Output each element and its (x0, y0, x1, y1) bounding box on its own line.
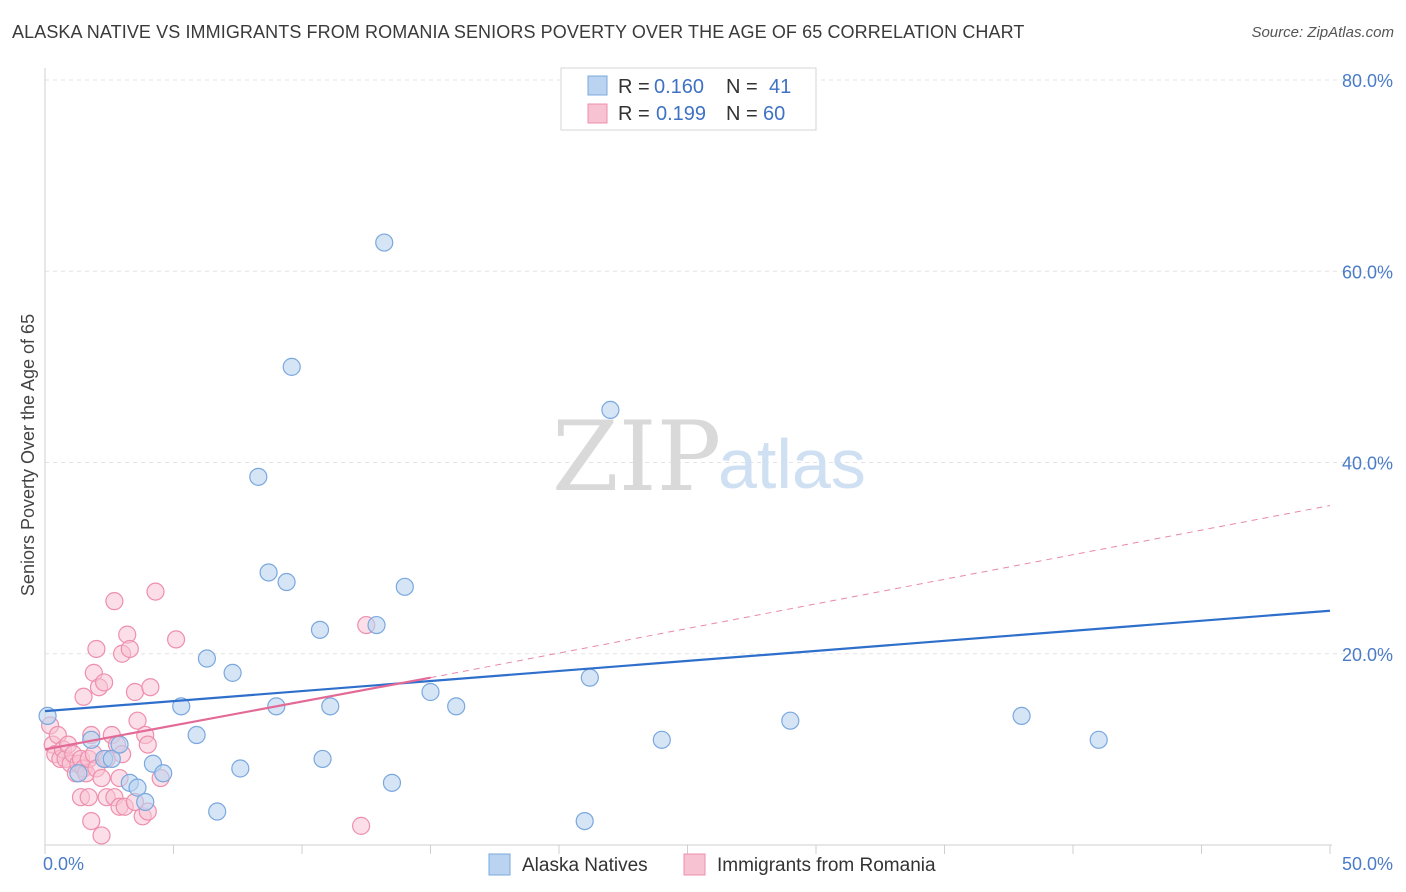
point-alaska-natives (197, 649, 217, 668)
point-alaska-natives (231, 759, 250, 778)
legend-n-value-2: 60 (763, 103, 785, 125)
point-alaska-natives (395, 577, 414, 596)
point-alaska-natives (172, 697, 191, 716)
point-alaska-natives (367, 615, 386, 635)
point-immigrants-from-romania (352, 816, 371, 835)
point-alaska-natives (313, 749, 332, 769)
point-alaska-natives (282, 357, 301, 376)
point-immigrants-from-romania (138, 735, 157, 754)
legend-n-value-1: 41 (769, 76, 791, 98)
point-alaska-natives (382, 773, 402, 792)
point-immigrants-from-romania (120, 639, 139, 659)
legend-swatch-pink (587, 103, 608, 124)
point-alaska-natives (781, 711, 800, 730)
legend-r-value-2: 0.199 (656, 103, 706, 125)
x-tick-labels: 0.0% 50.0% (43, 854, 1393, 874)
point-immigrants-from-romania (79, 788, 98, 807)
y-tick-label-40: 40.0% (1342, 454, 1393, 474)
legend-n-label-2: N = (726, 103, 758, 125)
legend-r-label-1: R = (618, 76, 650, 98)
y-tick-label-80: 80.0% (1342, 71, 1393, 91)
point-alaska-natives (447, 697, 466, 716)
legend-r-label-2: R = (618, 103, 650, 125)
point-immigrants-from-romania (166, 630, 186, 649)
point-alaska-natives (375, 233, 394, 252)
point-alaska-natives (601, 400, 620, 420)
y-axis-title: Seniors Poverty Over the Age of 65 (18, 314, 38, 596)
point-alaska-natives (128, 778, 147, 797)
series-legend-label-immigrants-from-romania: Immigrants from Romania (717, 855, 936, 876)
point-alaska-natives (154, 764, 173, 783)
x-tick-label-50: 50.0% (1342, 854, 1393, 874)
watermark: ZIP atlas (552, 401, 866, 513)
correlation-legend: R = 0.160 N = 41 R = 0.199 N = 60 (560, 67, 817, 131)
point-immigrants-from-romania (92, 826, 111, 845)
y-tick-labels: 20.0% 40.0% 60.0% 80.0% (1342, 71, 1393, 665)
point-alaska-natives (102, 749, 121, 769)
point-alaska-natives (136, 792, 155, 812)
point-immigrants-from-romania (141, 678, 160, 697)
point-immigrants-from-romania (95, 673, 114, 692)
series-legend-swatch-pink (683, 853, 706, 876)
point-alaska-natives (249, 467, 268, 486)
point-alaska-natives (110, 735, 129, 754)
y-tick-label-60: 60.0% (1342, 262, 1393, 282)
point-alaska-natives (223, 663, 242, 682)
point-alaska-natives (69, 764, 88, 783)
legend-r-value-1: 0.160 (654, 76, 704, 98)
point-immigrants-from-romania (105, 592, 124, 611)
series-legend: Alaska Natives Immigrants from Romania (488, 853, 936, 876)
trend-line-immigrants-from-romania (44, 676, 431, 751)
point-alaska-natives (310, 620, 330, 639)
point-alaska-natives (259, 563, 278, 582)
trend-line-immigrants-from-romania-extrapolated (430, 505, 1331, 679)
chart-title: ALASKA NATIVE VS IMMIGRANTS FROM ROMANIA… (12, 22, 1025, 42)
point-alaska-natives (421, 682, 440, 702)
point-alaska-natives (652, 730, 671, 749)
point-alaska-natives (1012, 706, 1031, 726)
point-immigrants-from-romania (146, 582, 165, 601)
point-immigrants-from-romania (87, 639, 106, 659)
point-alaska-natives (208, 802, 227, 821)
series-legend-swatch-blue (488, 853, 511, 876)
trend-line-alaska-natives (44, 609, 1331, 713)
point-immigrants-from-romania (125, 682, 145, 702)
point-immigrants-from-romania (82, 811, 101, 831)
watermark-atlas: atlas (718, 425, 866, 503)
y-tick-label-20: 20.0% (1342, 645, 1393, 665)
point-alaska-natives (580, 668, 599, 687)
point-alaska-natives (575, 811, 594, 831)
trend-lines (44, 505, 1331, 751)
point-alaska-natives (321, 697, 340, 716)
source-credit: Source: ZipAtlas.com (1251, 24, 1394, 41)
point-alaska-natives (277, 572, 296, 592)
legend-swatch-blue (587, 75, 608, 96)
point-immigrants-from-romania (92, 768, 111, 788)
x-tick-label-0: 0.0% (43, 854, 84, 874)
legend-n-label-1: N = (726, 76, 758, 98)
point-immigrants-from-romania (128, 711, 147, 730)
watermark-zip: ZIP (552, 401, 721, 513)
series-alaska-natives-points (38, 233, 1108, 831)
point-alaska-natives (1089, 730, 1108, 749)
point-alaska-natives (187, 725, 206, 745)
grid-lines (45, 79, 1392, 655)
point-immigrants-from-romania (74, 687, 93, 706)
series-legend-label-alaska-natives: Alaska Natives (522, 855, 648, 876)
